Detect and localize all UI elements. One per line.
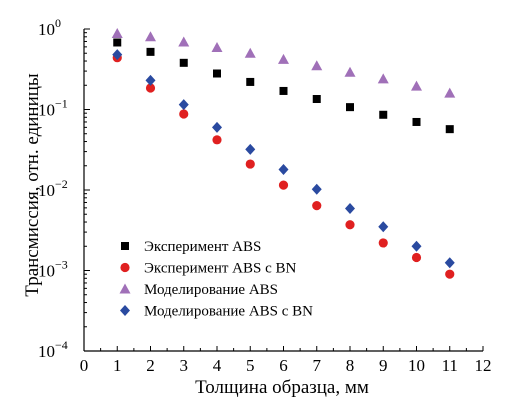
y-ticks: 100 10−1 10−2 10−3 10−4 [38, 16, 90, 361]
data-point [444, 87, 456, 98]
data-point [377, 73, 389, 84]
data-point [111, 27, 123, 38]
data-point [213, 69, 221, 78]
x-tick-label: 8 [346, 356, 355, 375]
data-point [212, 135, 222, 145]
legend-marker [121, 242, 129, 250]
data-point [411, 240, 422, 252]
x-tick-label: 4 [213, 356, 222, 375]
y-tick-label: 10−3 [38, 258, 68, 281]
data-point [145, 31, 156, 42]
data-point [211, 41, 223, 52]
x-tick-label: 9 [379, 356, 388, 375]
data-point [146, 47, 155, 56]
data-point [445, 125, 454, 134]
data-point [378, 238, 388, 248]
data-point [145, 74, 156, 86]
data-point [246, 77, 255, 86]
data-marks [111, 27, 456, 279]
y-tick-label: 10−1 [38, 97, 68, 120]
x-tick-label: 11 [442, 356, 458, 375]
x-tick-label: 10 [408, 356, 425, 375]
data-point [113, 38, 122, 47]
data-point [278, 180, 289, 190]
data-point [379, 110, 388, 119]
legend-marker [120, 305, 130, 316]
data-point [278, 53, 289, 64]
x-tick-label: 2 [146, 356, 155, 375]
legend-marker [120, 262, 130, 273]
data-point [445, 269, 455, 279]
x-tick-label: 12 [475, 356, 492, 375]
data-point [212, 121, 222, 133]
data-point [378, 221, 389, 233]
x-tick-label: 0 [80, 356, 89, 375]
data-point [411, 252, 422, 263]
x-tick-label: 1 [113, 356, 122, 375]
data-point [245, 143, 256, 155]
data-point [179, 58, 188, 67]
legend-label: Эксперимент ABS с BN [144, 261, 297, 277]
data-point [112, 49, 123, 61]
data-point [444, 257, 455, 269]
data-point [345, 220, 355, 230]
y-tick-label: 10−2 [38, 177, 68, 200]
legend-label: Моделирование ABS [144, 282, 278, 298]
legend-label: Эксперимент ABS [144, 239, 261, 255]
data-point [412, 117, 421, 126]
x-tick-label: 3 [180, 356, 189, 375]
data-point [312, 95, 321, 104]
x-tick-label: 7 [313, 356, 322, 375]
data-point [345, 202, 355, 214]
data-point [244, 47, 256, 58]
data-point [278, 163, 289, 175]
y-tick-label: 100 [38, 16, 61, 39]
data-point [411, 80, 422, 91]
data-point [311, 183, 322, 195]
data-point [245, 159, 255, 169]
y-tick-label: 10−4 [38, 338, 68, 361]
series-3 [111, 27, 456, 98]
data-point [344, 66, 356, 77]
data-point [279, 86, 288, 95]
data-point [145, 83, 156, 93]
legend-label: Моделирование ABS с BN [144, 304, 313, 320]
data-point [178, 99, 189, 111]
legend-marker [119, 283, 131, 294]
x-axis-title: Толщина образца, мм [195, 377, 369, 398]
data-point [346, 103, 354, 112]
legend: Эксперимент ABS Эксперимент ABS с BN Модел… [119, 239, 313, 320]
series-4 [112, 49, 455, 269]
data-point [311, 60, 323, 71]
x-ticks: 0 1 2 3 4 5 6 7 8 9 10 11 12 [80, 346, 492, 375]
x-tick-label: 5 [246, 356, 255, 375]
series-2 [112, 53, 455, 279]
data-point [178, 36, 190, 47]
x-tick-label: 6 [279, 356, 288, 375]
data-point [312, 201, 322, 211]
series-1 [113, 38, 454, 134]
y-axis-title: Трансмиссия, отн. единицы [22, 73, 43, 297]
data-point [179, 109, 189, 119]
